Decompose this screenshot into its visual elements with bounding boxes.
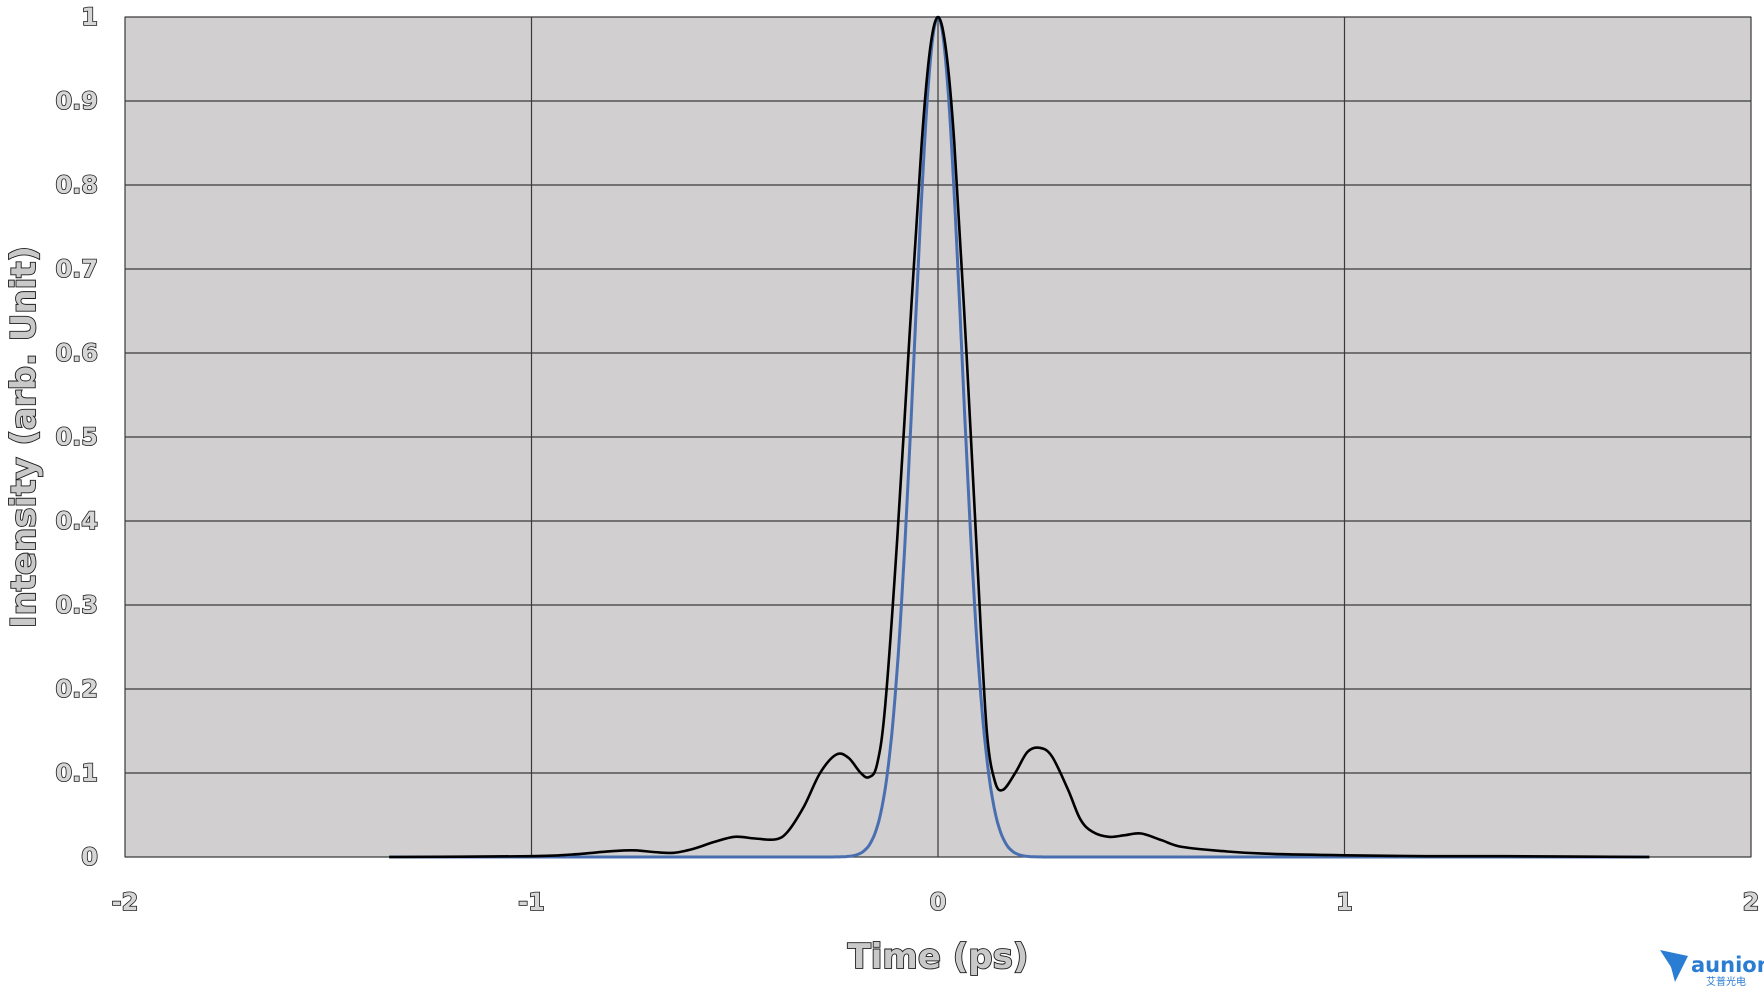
y-tick-label: 1 [81,3,98,31]
x-tick-label: 0 [930,888,947,916]
logo: aunion 艾普光电 [1660,950,1764,988]
y-axis-title: Intensity (arb. Unit) [4,246,44,628]
y-tick-label: 0.8 [55,171,98,199]
x-tick-label: -1 [518,888,545,916]
x-tick-label: -2 [112,888,139,916]
logo-subtext: 艾普光电 [1706,975,1746,988]
y-tick-label: 0 [81,843,98,871]
logo-text: aunion [1691,953,1764,977]
y-tick-label: 0.9 [55,87,98,115]
y-tick-label: 0.2 [55,675,98,703]
y-tick-label: 0.7 [55,255,98,283]
y-tick-label: 0.6 [55,339,98,367]
vertical-gridlines [124,17,1752,857]
y-tick-label: 0.5 [55,423,98,451]
x-axis-title: Time (ps) [848,937,1029,977]
y-axis-ticks: 0 0.1 0.2 0.3 0.4 0.5 0.6 0.7 0.8 0.9 1 [55,2,99,872]
x-tick-label: 1 [1336,888,1353,916]
x-axis-ticks: -2 -1 0 1 2 [111,887,1760,917]
series-measured-trace [389,15,1650,859]
series-layer [389,15,1650,859]
paper-plane-icon [1660,950,1688,982]
y-tick-label: 0.1 [55,759,98,787]
y-tick-label: 0.4 [55,507,98,535]
x-tick-label: 2 [1743,888,1760,916]
y-tick-label: 0.3 [55,591,98,619]
